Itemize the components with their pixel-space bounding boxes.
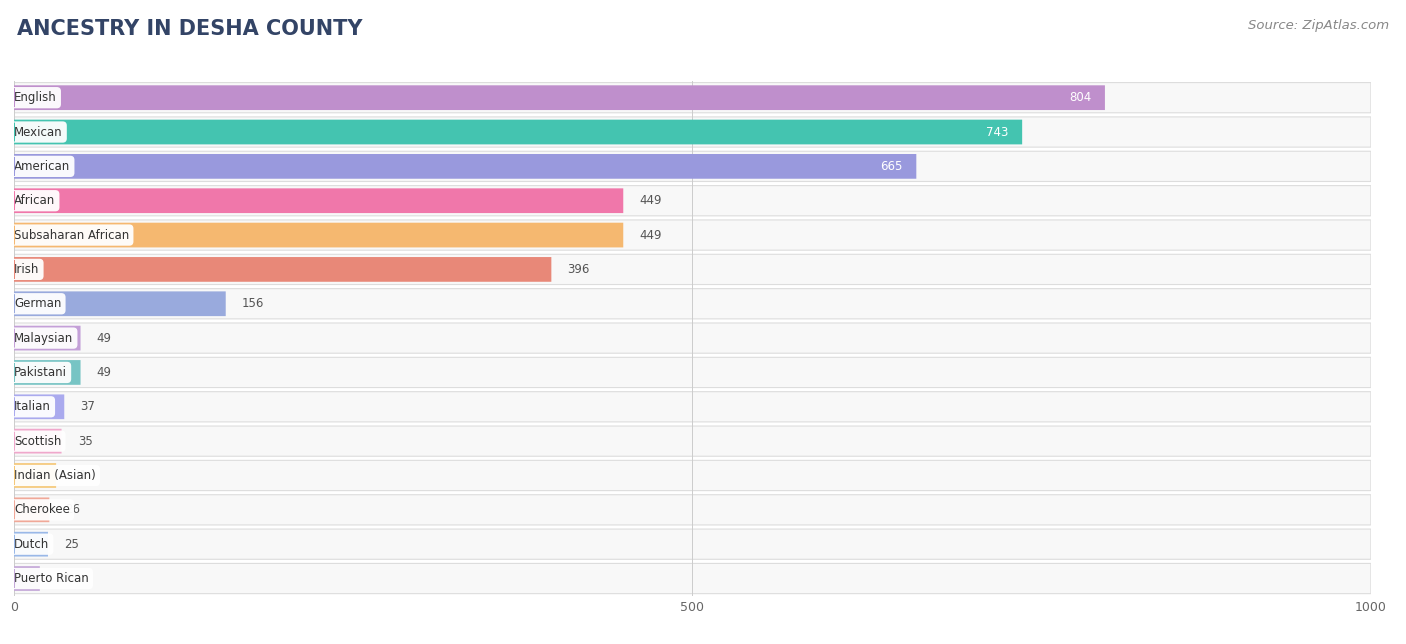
Text: Irish: Irish (14, 263, 39, 276)
FancyBboxPatch shape (14, 82, 1371, 113)
Text: 49: 49 (97, 366, 112, 379)
FancyBboxPatch shape (14, 254, 1371, 285)
Text: Malaysian: Malaysian (14, 332, 73, 345)
Text: Pakistani: Pakistani (14, 366, 67, 379)
Text: 35: 35 (77, 435, 93, 448)
Text: 396: 396 (568, 263, 591, 276)
Text: American: American (14, 160, 70, 173)
FancyBboxPatch shape (14, 532, 48, 556)
FancyBboxPatch shape (14, 289, 1371, 319)
Text: 665: 665 (880, 160, 903, 173)
Text: Source: ZipAtlas.com: Source: ZipAtlas.com (1249, 19, 1389, 32)
FancyBboxPatch shape (14, 529, 1371, 559)
Text: 449: 449 (640, 194, 662, 207)
FancyBboxPatch shape (14, 360, 80, 385)
Text: 49: 49 (97, 332, 112, 345)
FancyBboxPatch shape (14, 291, 226, 316)
FancyBboxPatch shape (14, 188, 623, 213)
Text: 31: 31 (72, 469, 87, 482)
Text: 37: 37 (80, 401, 96, 413)
FancyBboxPatch shape (14, 460, 1371, 491)
FancyBboxPatch shape (14, 151, 1371, 182)
FancyBboxPatch shape (14, 429, 62, 453)
Text: Italian: Italian (14, 401, 51, 413)
FancyBboxPatch shape (14, 154, 917, 179)
FancyBboxPatch shape (14, 223, 623, 247)
Text: Subsaharan African: Subsaharan African (14, 229, 129, 242)
Text: 449: 449 (640, 229, 662, 242)
FancyBboxPatch shape (14, 495, 1371, 525)
Text: Cherokee: Cherokee (14, 504, 70, 516)
Text: German: German (14, 298, 62, 310)
Text: Mexican: Mexican (14, 126, 63, 138)
FancyBboxPatch shape (14, 392, 1371, 422)
Text: Indian (Asian): Indian (Asian) (14, 469, 96, 482)
FancyBboxPatch shape (14, 120, 1022, 144)
FancyBboxPatch shape (14, 323, 1371, 353)
Text: 19: 19 (56, 572, 72, 585)
Text: ANCESTRY IN DESHA COUNTY: ANCESTRY IN DESHA COUNTY (17, 19, 363, 39)
FancyBboxPatch shape (14, 497, 49, 522)
FancyBboxPatch shape (14, 220, 1371, 250)
FancyBboxPatch shape (14, 85, 1105, 110)
Text: Puerto Rican: Puerto Rican (14, 572, 89, 585)
Text: 156: 156 (242, 298, 264, 310)
Text: 25: 25 (65, 538, 79, 551)
FancyBboxPatch shape (14, 463, 56, 488)
FancyBboxPatch shape (14, 326, 80, 350)
FancyBboxPatch shape (14, 257, 551, 282)
Text: 804: 804 (1069, 91, 1091, 104)
FancyBboxPatch shape (14, 185, 1371, 216)
FancyBboxPatch shape (14, 117, 1371, 147)
Text: African: African (14, 194, 55, 207)
Text: Scottish: Scottish (14, 435, 62, 448)
Text: Dutch: Dutch (14, 538, 49, 551)
Text: 743: 743 (986, 126, 1008, 138)
FancyBboxPatch shape (14, 426, 1371, 456)
FancyBboxPatch shape (14, 564, 1371, 594)
FancyBboxPatch shape (14, 394, 65, 419)
Text: 26: 26 (66, 504, 80, 516)
Text: English: English (14, 91, 56, 104)
FancyBboxPatch shape (14, 357, 1371, 388)
FancyBboxPatch shape (14, 566, 39, 591)
